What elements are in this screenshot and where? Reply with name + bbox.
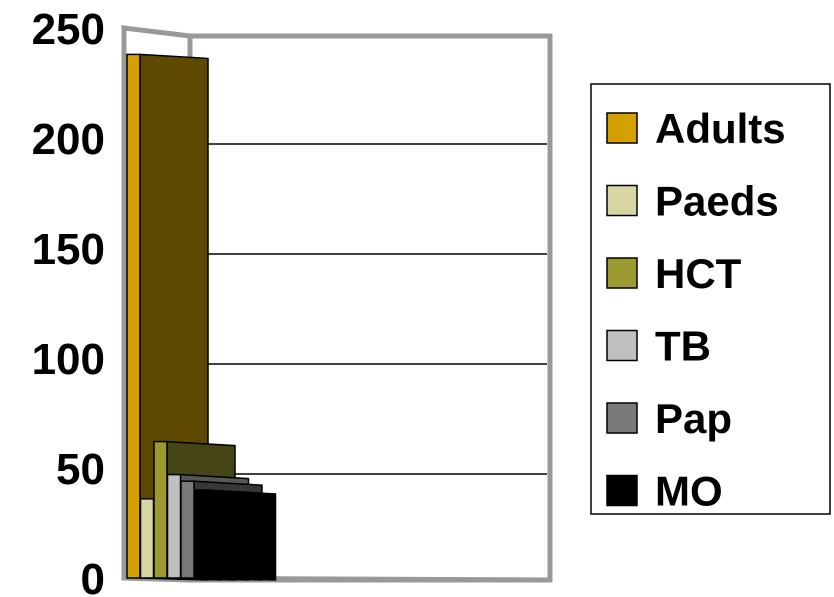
y-axis: 0 50 100 150 200 250	[32, 5, 105, 597]
legend-item-adults: Adults	[606, 105, 786, 152]
y-tick-label: 100	[32, 335, 105, 384]
legend-label: Pap	[655, 395, 732, 442]
legend-swatch	[606, 112, 638, 144]
bars	[126, 53, 277, 581]
legend-label: Adults	[655, 105, 786, 152]
legend-label: TB	[655, 323, 711, 370]
legend-swatch	[606, 474, 638, 507]
y-tick-label: 150	[32, 225, 105, 274]
y-tick-label: 50	[56, 445, 105, 494]
legend: Adults Paeds HCT TB Pap MO	[590, 83, 831, 515]
bar-side-mo	[206, 489, 277, 581]
legend-swatch	[606, 402, 638, 434]
y-tick-label: 200	[32, 115, 105, 164]
bar-front-tb	[166, 473, 182, 579]
legend-label: Paeds	[655, 178, 779, 225]
bar-front-paeds	[139, 498, 155, 579]
legend-label: HCT	[655, 250, 742, 297]
legend-item-paeds: Paeds	[606, 178, 779, 225]
legend-box	[590, 83, 831, 515]
bar-front-adults	[126, 53, 141, 579]
bar-front-hct	[153, 440, 168, 579]
legend-item-mo: MO	[606, 468, 723, 515]
legend-swatch	[606, 257, 638, 289]
bar-mo	[193, 489, 277, 581]
legend-item-pap: Pap	[606, 395, 732, 442]
legend-label: MO	[655, 468, 723, 515]
legend-item-hct: HCT	[606, 250, 742, 297]
legend-swatch	[606, 184, 638, 217]
bar-front-pap	[180, 480, 195, 579]
legend-item-tb: TB	[606, 323, 711, 370]
y-tick-label: 0	[81, 555, 105, 597]
y-tick-label: 250	[32, 5, 105, 54]
legend-swatch	[606, 329, 638, 362]
gridlines	[190, 143, 547, 475]
bar-front-mo	[193, 489, 209, 579]
